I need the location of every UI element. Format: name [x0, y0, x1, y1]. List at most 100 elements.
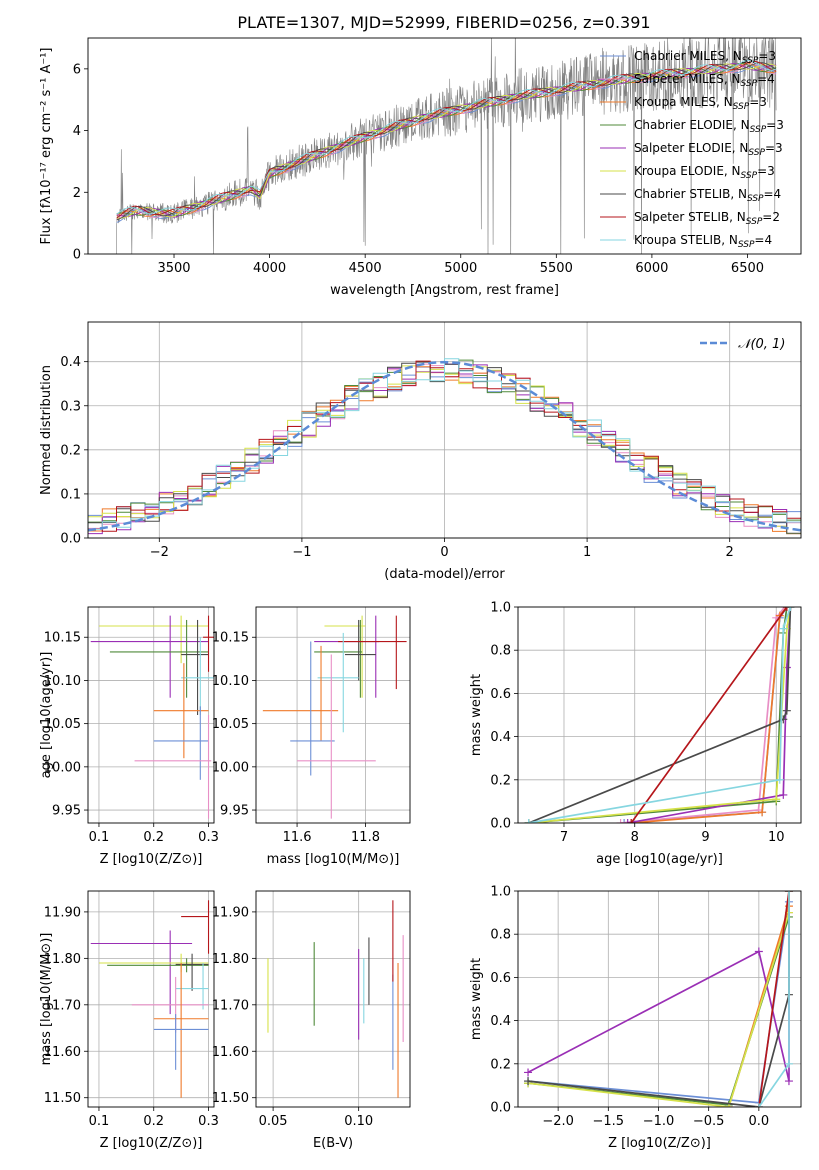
- normal-curve: [88, 360, 801, 532]
- y-tick-label: 11.70: [212, 998, 249, 1013]
- y-tick-label: 11.60: [212, 1045, 249, 1060]
- errorbar-point: [181, 619, 209, 715]
- errorbar-point: [203, 615, 214, 672]
- residuals-panel: −2 −1 0 1 2 0.0 0.1 0.2 0.3 0.4 (data-model)/error…: [39, 321, 802, 582]
- x-tick-label: 10: [768, 830, 785, 845]
- data-marker: [524, 819, 533, 823]
- histogram-step: [88, 358, 801, 531]
- y-tick-label: 0.2: [490, 1057, 511, 1072]
- x-tick-label: 7: [560, 830, 568, 845]
- model-line: [116, 63, 777, 218]
- y-tick-label: 0.4: [60, 355, 81, 370]
- errorbar-point: [338, 615, 407, 690]
- errorbar-point: [344, 619, 376, 681]
- spectrum-panel: 3500 4000 4500 5000 5500 6000 6500 0 2 4 6 waveleng…: [39, 37, 802, 298]
- data-marker: [754, 947, 763, 956]
- legend-entry: Chabrier STELIB, NSSP=4: [634, 187, 781, 204]
- legend-entry: Kroupa MILES, NSSP=3: [634, 95, 767, 112]
- x-axis-label: Z [log10(Z/Z⊙)]: [100, 1136, 203, 1151]
- x-tick-label: 8: [631, 830, 639, 845]
- data-marker: [779, 790, 788, 799]
- x-tick-label: 4000: [253, 261, 286, 276]
- x-tick-label: −1.0: [643, 1114, 675, 1129]
- x-tick-label: 5500: [540, 261, 573, 276]
- y-tick-label: 4: [73, 124, 81, 139]
- x-axis-label: Z [log10(Z/Z⊙)]: [100, 852, 203, 867]
- mass-weight-line: [528, 607, 792, 823]
- x-axis-label: wavelength [Angstrom, rest frame]: [330, 283, 559, 298]
- y-tick-label: 11.50: [44, 1091, 81, 1106]
- y-tick-label: 0.2: [490, 773, 511, 788]
- mass-weight-line: [758, 891, 790, 1107]
- mass-weight-vs-age-plot-area: [524, 607, 795, 823]
- data-marker: [524, 1068, 533, 1077]
- y-tick-label: 0.3: [60, 399, 81, 414]
- y-tick-label: 10.10: [212, 674, 249, 689]
- axes-frame: [87, 321, 802, 539]
- errorbar-point: [134, 715, 212, 819]
- y-tick-label: 6: [73, 62, 81, 77]
- y-tick-label: 11.60: [44, 1045, 81, 1060]
- y-tick-label: 11.80: [212, 952, 249, 967]
- figure-title: PLATE=1307, MJD=52999, FIBERID=0256, z=0…: [237, 13, 650, 32]
- y-tick-label: 0.4: [490, 730, 511, 745]
- mass-weight-vs-Z-plot-area: [524, 891, 793, 1107]
- y-tick-label: 0.6: [490, 687, 511, 702]
- errorbar-point: [98, 615, 209, 664]
- y-tick-label: 10.10: [44, 674, 81, 689]
- axes-frame: [517, 606, 802, 824]
- x-tick-label: 0.3: [198, 830, 219, 845]
- errorbar-point: [153, 663, 209, 759]
- y-tick-label: 9.95: [220, 804, 249, 819]
- legend-entry: Kroupa ELODIE, NSSP=3: [634, 164, 775, 181]
- mass-vs-Z-panel: 0.1 0.2 0.3 11.50 11.60 11.70 11.80 11.90 Z [log…: [39, 890, 219, 1151]
- y-axis-label: mass [log10(M/M⊙)]: [39, 933, 54, 1066]
- legend-entry: Salpeter MILES, NSSP=4: [634, 72, 775, 89]
- data-marker: [620, 819, 629, 823]
- x-axis-label: E(B-V): [313, 1136, 353, 1151]
- legend-entry: Chabrier ELODIE, NSSP=3: [634, 118, 784, 135]
- y-tick-label: 11.90: [212, 905, 249, 920]
- x-tick-label: −1.5: [593, 1114, 625, 1129]
- mass-weight-vs-Z-panel: −2.0 −1.5 −1.0 −0.5 0.0 0.0 0.2 0.4 0.6 0.8 1.0 Z […: [469, 885, 802, 1151]
- y-tick-label: 9.95: [52, 804, 81, 819]
- axes-frame: [255, 890, 411, 1108]
- errorbar-point: [90, 615, 209, 698]
- x-tick-label: 5000: [444, 261, 477, 276]
- legend-entry: 𝒩(0, 1): [738, 337, 785, 352]
- age-vs-Z-panel: 0.1 0.2 0.3 9.95 10.00 10.05 10.10 10.15 Z [log1…: [39, 606, 219, 867]
- y-tick-label: 11.90: [44, 905, 81, 920]
- x-tick-label: 0.2: [143, 1114, 164, 1129]
- x-tick-label: 0.1: [89, 1114, 110, 1129]
- y-tick-label: 10.15: [212, 631, 249, 646]
- x-tick-label: 4500: [349, 261, 382, 276]
- y-axis-label: mass weight: [469, 674, 484, 756]
- mass-vs-ebv-panel: 0.05 0.10 11.50 11.60 11.70 11.80 11.90 E(B-V): [212, 890, 411, 1151]
- x-tick-label: 0.2: [143, 830, 164, 845]
- data-marker: [782, 706, 791, 715]
- mass-weight-line: [630, 607, 788, 823]
- data-marker: [754, 1103, 763, 1107]
- x-tick-label: 0.3: [198, 1114, 219, 1129]
- y-tick-label: 0.1: [60, 487, 81, 502]
- x-tick-label: 9: [701, 830, 709, 845]
- data-marker: [627, 819, 636, 823]
- errorbar-point: [90, 930, 193, 1015]
- y-tick-label: 11.80: [44, 952, 81, 967]
- age-vs-Z-plot-area: [90, 615, 214, 819]
- errorbar-point: [181, 637, 214, 715]
- axes-frame: [517, 890, 802, 1108]
- data-marker: [784, 1059, 793, 1068]
- x-axis-label: age [log10(age/yr)]: [596, 852, 723, 867]
- data-marker: [779, 624, 788, 633]
- y-tick-label: 10.15: [44, 631, 81, 646]
- mass-weight-line: [528, 607, 792, 823]
- data-marker: [623, 819, 632, 823]
- x-tick-label: −1: [292, 545, 311, 560]
- x-tick-label: 2: [726, 545, 734, 560]
- y-tick-label: 0.4: [490, 1014, 511, 1029]
- data-marker: [772, 795, 781, 804]
- y-tick-label: 2: [73, 186, 81, 201]
- data-marker: [775, 775, 784, 784]
